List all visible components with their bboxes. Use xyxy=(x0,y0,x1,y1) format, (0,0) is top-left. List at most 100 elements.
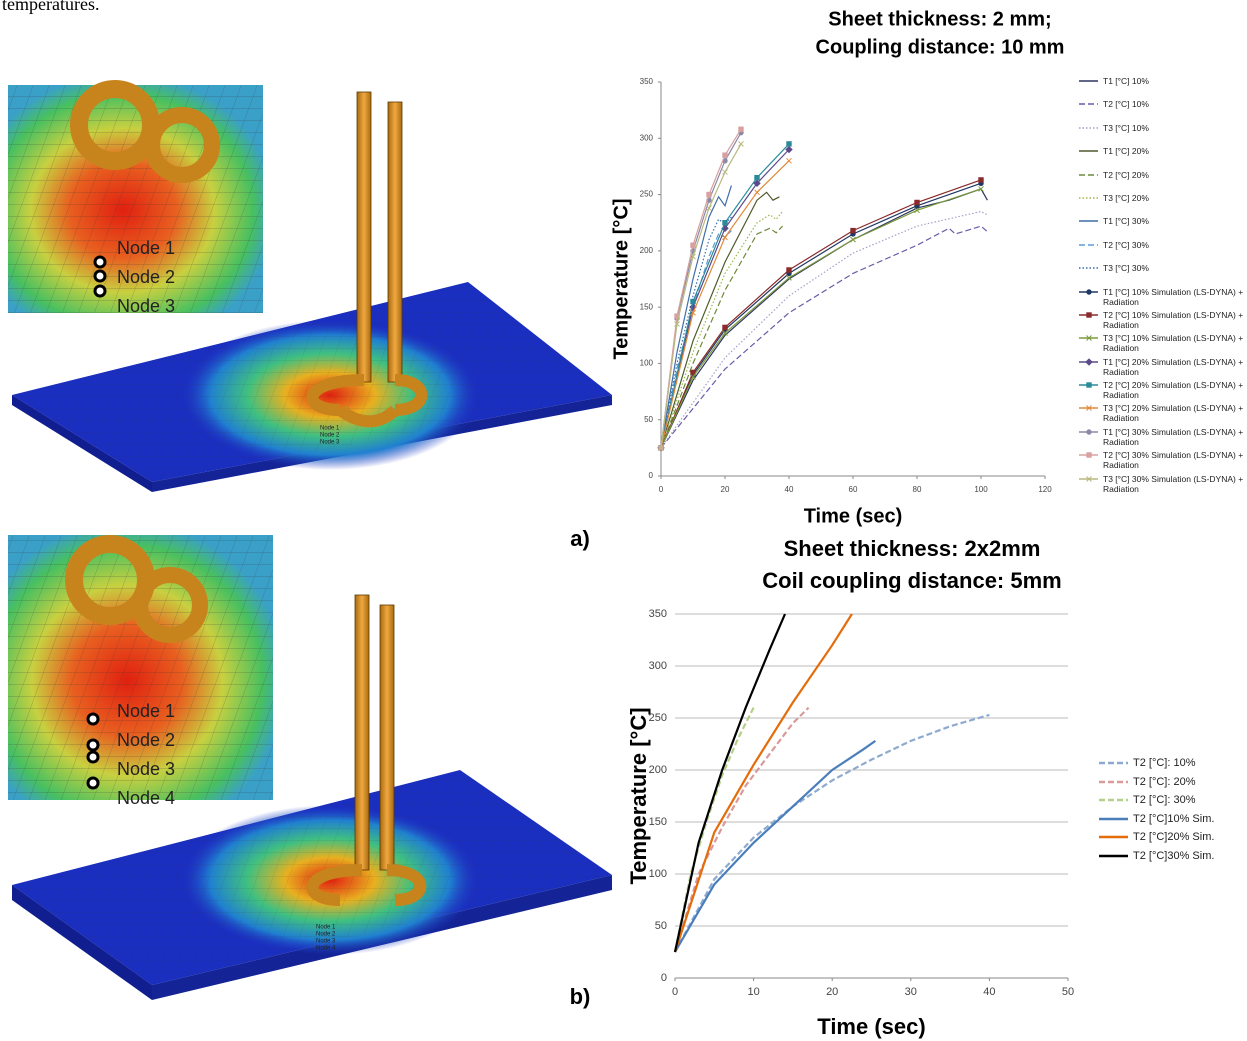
legend-label: T2 [°C]: 20% xyxy=(1133,775,1196,788)
node-label: Node 1 xyxy=(117,238,175,258)
y-tick-label: 250 xyxy=(640,190,654,199)
x-axis-label: Time (sec) xyxy=(804,505,903,527)
legend-item: T2 [°C]: 10% xyxy=(1098,758,1214,777)
legend-swatch xyxy=(1079,475,1098,482)
legend-swatch xyxy=(1079,452,1098,458)
marker xyxy=(978,177,984,183)
legend-swatch xyxy=(1079,335,1098,342)
legend-item: T3 [°C] 20% Simulation (LS-DYNA) + Radia… xyxy=(1078,403,1245,426)
marker xyxy=(978,186,984,192)
legend-label: T2 [°C]: 10% xyxy=(1133,757,1196,769)
x-tick-label: 80 xyxy=(913,485,922,494)
chart-title: Coupling distance: 10 mm xyxy=(816,36,1065,58)
y-tick-label: 350 xyxy=(640,77,654,86)
x-tick-label: 0 xyxy=(659,485,664,494)
y-tick-label: 300 xyxy=(649,660,667,672)
legend-label: T2 [°C] 20% Simulation (LS-DYNA) + Radia… xyxy=(1103,380,1244,401)
y-tick-label: 150 xyxy=(640,302,654,311)
marker xyxy=(914,207,920,214)
series-line xyxy=(660,225,784,449)
x-tick-label: 30 xyxy=(905,986,917,998)
marker xyxy=(722,152,728,158)
legend-label: T1 [°C] 30% Simulation (LS-DYNA) + Radia… xyxy=(1103,426,1244,447)
marker xyxy=(754,189,760,196)
marker xyxy=(722,330,728,336)
node-label: Node 2 xyxy=(117,730,175,750)
node-label: Node 1 xyxy=(316,925,336,931)
marker xyxy=(754,174,760,181)
marker xyxy=(722,234,728,241)
y-tick-label: 300 xyxy=(640,133,654,142)
y-tick-label: 250 xyxy=(649,712,667,724)
legend-marker xyxy=(1086,382,1092,388)
x-tick-label: 20 xyxy=(826,986,838,998)
legend-item: T1 [°C] 10% xyxy=(1078,76,1245,99)
legend-item: T2 [°C]20% Sim. xyxy=(1098,832,1214,851)
x-tick-label: 50 xyxy=(1062,986,1074,998)
legend-swatch xyxy=(1079,382,1098,388)
legend-marker xyxy=(1086,475,1092,482)
legend-label: T3 [°C] 30% xyxy=(1103,263,1149,274)
y-tick-label: 100 xyxy=(649,868,667,880)
legend-item: T1 [°C] 30% Simulation (LS-DYNA) + Radia… xyxy=(1078,427,1245,450)
chart: Sheet thickness: 2 mm; Coupling distance:… xyxy=(610,8,1064,527)
marker xyxy=(690,369,696,376)
legend-label: T2 [°C] 20% xyxy=(1103,169,1149,180)
series-line xyxy=(660,128,742,448)
series-line xyxy=(660,211,784,449)
marker xyxy=(786,267,792,273)
marker xyxy=(850,236,856,243)
legend-swatch xyxy=(1079,80,1098,82)
x-tick-label: 20 xyxy=(721,485,730,494)
y-tick-label: 0 xyxy=(661,972,667,984)
x-tick-label: 100 xyxy=(974,485,988,494)
node-label: Node 3 xyxy=(320,440,340,446)
node-label: Node 2 xyxy=(320,433,340,439)
legend-swatch xyxy=(1079,267,1098,269)
y-tick-label: 350 xyxy=(649,608,667,620)
legend-swatch xyxy=(1099,835,1128,839)
y-tick-label: 50 xyxy=(644,415,653,424)
y-axis-label: Temperature [°C] xyxy=(626,707,651,884)
legend-label: T2 [°C]20% Sim. xyxy=(1133,831,1215,843)
series-line xyxy=(660,216,732,449)
marker xyxy=(753,179,761,188)
marker xyxy=(674,321,680,327)
series-line xyxy=(660,191,780,449)
legend-swatch xyxy=(1099,798,1128,802)
legend-item: T2 [°C] 20% xyxy=(1078,170,1245,193)
legend-swatch xyxy=(1079,405,1098,412)
marker xyxy=(690,253,696,260)
legend-label: T2 [°C]10% Sim. xyxy=(1133,812,1215,825)
legend-label: T3 [°C] 10% Simulation (LS-DYNA) + Radia… xyxy=(1103,333,1244,354)
model-b xyxy=(8,535,612,1000)
legend-swatch xyxy=(1079,150,1098,152)
legend-swatch xyxy=(1079,173,1098,176)
series-line xyxy=(674,713,990,953)
legend-swatch xyxy=(1079,357,1098,366)
legend-item: T2 [°C] 20% Simulation (LS-DYNA) + Radia… xyxy=(1078,380,1245,403)
legend-item: T3 [°C] 30% xyxy=(1078,263,1245,286)
legend-item: T2 [°C] 10% xyxy=(1078,99,1245,122)
x-tick-label: 120 xyxy=(1038,485,1052,494)
x-tick-label: 60 xyxy=(849,485,858,494)
legend-label: T2 [°C]30% Sim. xyxy=(1133,849,1215,862)
series-line xyxy=(674,740,877,953)
legend-label: T2 [°C] 30% xyxy=(1103,239,1149,250)
x-tick-label: 10 xyxy=(747,986,759,998)
legend-label: T3 [°C] 20% Simulation (LS-DYNA) + Radia… xyxy=(1103,403,1244,424)
x-tick-label: 40 xyxy=(785,485,794,494)
marker xyxy=(738,126,744,132)
legend-swatch xyxy=(1079,243,1098,246)
legend-item: T2 [°C] 30% xyxy=(1078,240,1245,263)
node-label: Node 1 xyxy=(320,426,340,432)
node-label: Node 2 xyxy=(117,267,175,287)
legend-label: T2 [°C]: 30% xyxy=(1133,794,1196,806)
legend-item: T2 [°C]: 30% xyxy=(1098,795,1214,814)
series-line xyxy=(660,182,982,449)
legend-item: T3 [°C] 10% Simulation (LS-DYNA) + Radia… xyxy=(1078,333,1245,356)
marker xyxy=(738,141,744,147)
legend-swatch xyxy=(1079,429,1098,435)
